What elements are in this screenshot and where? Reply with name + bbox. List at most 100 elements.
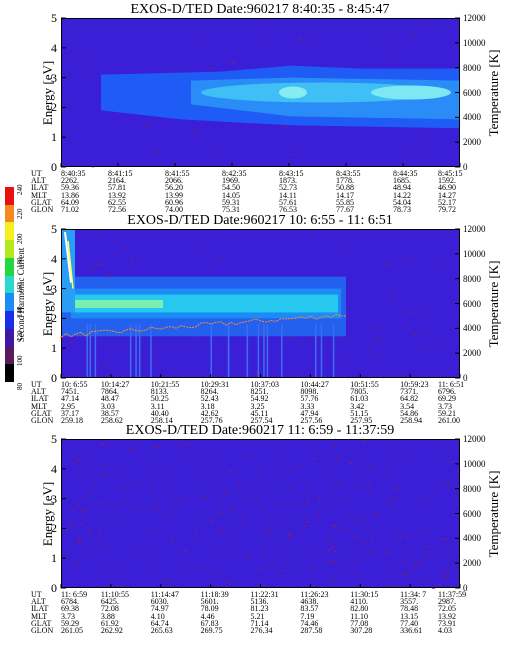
table-cell: 11: 6:59 — [61, 590, 88, 599]
colorbar-segment — [5, 293, 14, 312]
table-cell: 61.92 — [100, 618, 119, 628]
y-right-tick-label: 8000 — [463, 273, 481, 284]
noise-speckles — [61, 439, 461, 589]
table-cell: 6796. — [438, 387, 456, 397]
plot-frame — [61, 18, 460, 167]
table-cell: 258.62 — [100, 416, 123, 425]
table-cell: 13.15 — [400, 611, 419, 621]
table-cell: 261.00 — [438, 416, 460, 425]
table-cell: 14.11 — [279, 190, 297, 200]
y-tick-label: 5 — [51, 11, 57, 25]
table-row-label: ILAT — [31, 183, 49, 193]
table-cell: 11:26:23 — [300, 590, 329, 599]
spectrogram-layer — [60, 438, 461, 589]
y-tick-label: 1 — [51, 341, 57, 356]
table-cell: 4.10 — [150, 611, 165, 621]
table-cell: 51.15 — [350, 408, 369, 418]
table-cell: 13.86 — [61, 190, 79, 200]
table-cell: 10: 6:55 — [61, 380, 88, 389]
table-row-label: GLON — [31, 416, 54, 425]
table-cell: 57.81 — [108, 183, 126, 193]
y-tick-label: 3 — [51, 491, 57, 506]
table-row-label: GLAT — [31, 408, 52, 418]
table-cell: 11:14:47 — [150, 590, 179, 599]
table-cell: 10:29:31 — [200, 380, 230, 389]
table-cell: 50.88 — [336, 183, 354, 193]
table-cell: 258.14 — [150, 416, 173, 425]
table-cell: 60.96 — [165, 197, 183, 207]
y-tick-label: 0 — [51, 160, 57, 174]
y-right-tick-label: 2000 — [463, 558, 481, 569]
panel-title: EXOS-D/TED Date:960217 8:40:35 - 8:45:47 — [130, 2, 390, 17]
table-cell: 61.03 — [350, 394, 369, 404]
spectrogram-plot — [60, 438, 461, 589]
table-cell: 8251. — [250, 387, 269, 397]
table-cell: 71.14 — [250, 618, 269, 628]
table-cell: 72.05 — [438, 604, 456, 614]
table-cell: 69.29 — [438, 394, 456, 404]
y-axis-right-label: Temperature [K] — [486, 470, 501, 557]
table-cell: 54.04 — [393, 197, 411, 207]
table-cell: 261.05 — [61, 626, 83, 635]
plot-frame — [61, 439, 460, 588]
table-cell: 56.20 — [165, 183, 183, 193]
table-cell: 8:41:15 — [108, 169, 133, 178]
table-cell: 3.42 — [350, 401, 365, 411]
table-row-label: UT — [31, 590, 42, 599]
table-cell: 8:41:55 — [165, 169, 190, 178]
table-cell: 55.85 — [336, 197, 354, 207]
table-cell: 257.76 — [200, 416, 223, 425]
y-axis-right-label: Temperature [K] — [486, 260, 501, 347]
table-cell: 79.72 — [438, 205, 456, 214]
table-cell: 45.11 — [250, 408, 269, 418]
table-row-label: GLON — [31, 626, 54, 635]
table-cell: 71.02 — [61, 205, 79, 214]
panel-title: EXOS-D/TED Date:960217 11: 6:59 - 11:37:… — [125, 423, 395, 438]
table-cell: 7864. — [100, 387, 119, 397]
table-cell: 3.18 — [200, 401, 215, 411]
table-cell: 8:40:35 — [61, 169, 86, 178]
y-tick-label: 3 — [51, 281, 57, 296]
table-row-label: UT — [31, 169, 42, 178]
y-right-tick-label: 8000 — [463, 62, 481, 73]
y-right-tick-label: 8000 — [463, 483, 481, 494]
y-right-tick-label: 12000 — [463, 434, 486, 444]
table-cell: 74.46 — [300, 618, 319, 628]
colorbar-segment — [5, 275, 14, 294]
table-cell: 8:43:15 — [279, 169, 304, 178]
table-cell: 76.53 — [279, 205, 297, 214]
table-cell: 10:21:55 — [150, 380, 180, 389]
table-cell: 13.92 — [438, 611, 456, 621]
y-right-tick-label: 0 — [463, 583, 468, 593]
table-cell: 269.75 — [200, 626, 223, 635]
table-cell: 276.34 — [250, 626, 273, 635]
table-cell: 37.17 — [61, 408, 79, 418]
table-cell: 13.99 — [165, 190, 183, 200]
table-cell: 8:44:35 — [393, 169, 418, 178]
table-cell: 11:37:59 — [438, 590, 467, 599]
table-cell: 67.83 — [200, 618, 219, 628]
table-cell: 69.38 — [61, 604, 79, 614]
table-cell: 3557. — [400, 597, 419, 607]
table-cell: 59.21 — [438, 408, 456, 418]
table-row-label: ALT — [31, 387, 46, 397]
table-row-label: ILAT — [31, 604, 49, 614]
table-cell: 52.73 — [279, 183, 297, 193]
table-cell: 6030. — [150, 597, 169, 607]
table-cell: 8264. — [200, 387, 219, 397]
table-cell: 3.25 — [250, 401, 265, 411]
table-cell: 10:51:55 — [350, 380, 379, 389]
table-cell: 3.03 — [100, 401, 115, 411]
table-cell: 8:42:35 — [222, 169, 247, 178]
table-cell: 77.40 — [400, 618, 419, 628]
y-right-tick-label: 12000 — [463, 224, 486, 234]
plot-background — [61, 439, 460, 588]
y-right-tick-label: 10000 — [463, 37, 486, 48]
y-right-tick-label: 0 — [463, 373, 468, 383]
table-cell: 257.95 — [350, 416, 373, 425]
plot-frame — [61, 229, 460, 378]
table-cell: 74.00 — [165, 205, 183, 214]
table-cell: 38.57 — [100, 408, 119, 418]
table-cell: 8133. — [150, 387, 169, 397]
table-cell: 52.43 — [200, 394, 219, 404]
